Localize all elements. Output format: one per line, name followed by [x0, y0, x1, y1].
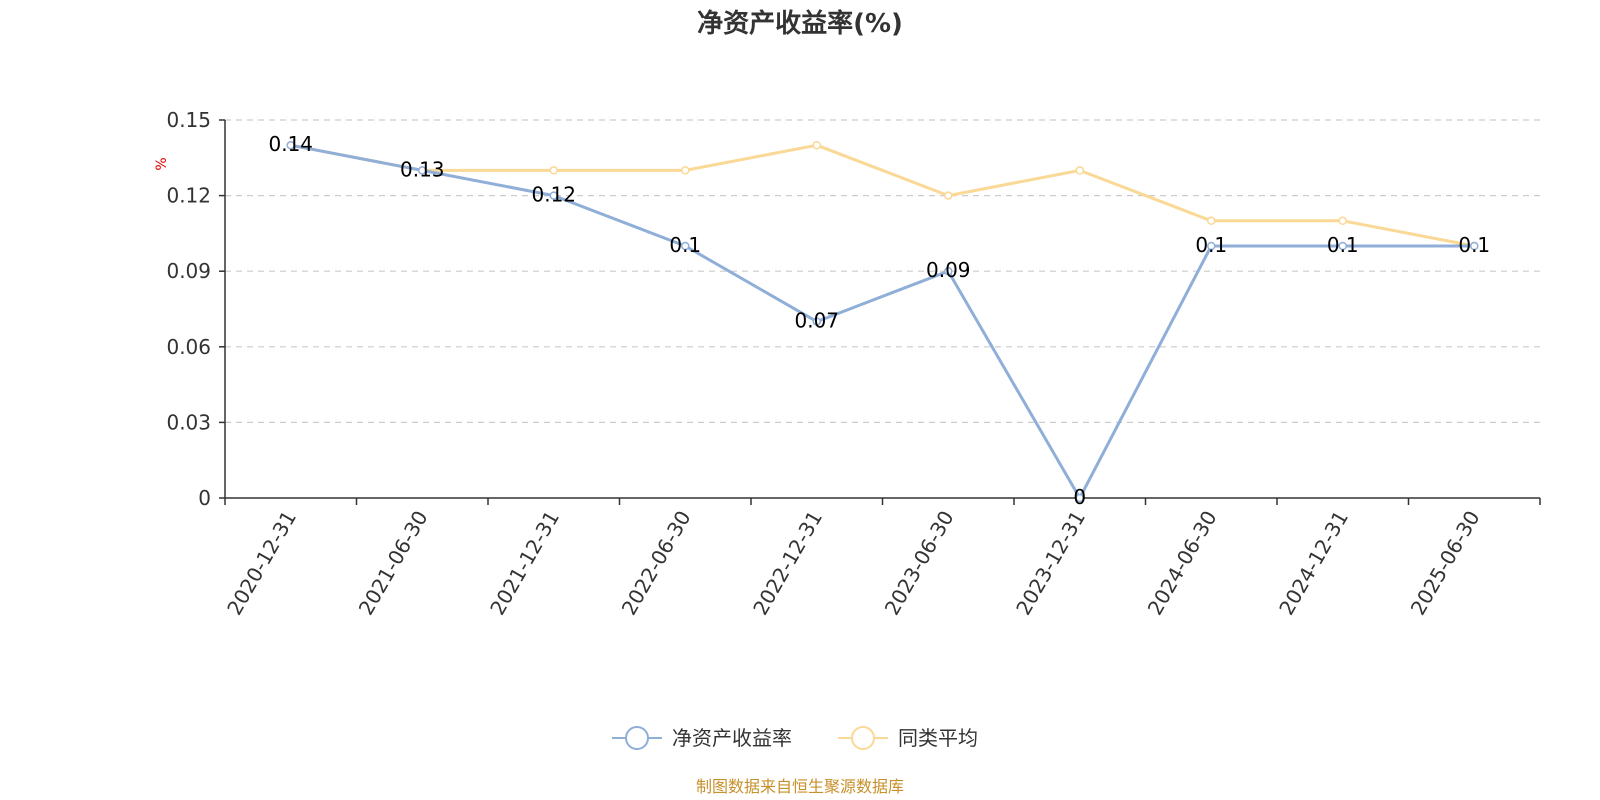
- series-0-point[interactable]: [1075, 493, 1084, 503]
- x-tick-label: 2025-06-30: [1406, 507, 1485, 620]
- x-tick-label: 2020-12-31: [222, 507, 301, 620]
- y-tick-label: 0.09: [166, 259, 211, 283]
- series-1-point[interactable]: [944, 191, 953, 200]
- series-0-point[interactable]: [944, 266, 953, 276]
- x-tick-label: 2024-06-30: [1143, 507, 1222, 620]
- series-0-point[interactable]: [812, 317, 821, 326]
- legend-marker: [851, 726, 875, 750]
- x-tick-label: 2024-12-31: [1274, 507, 1353, 620]
- data-label: 0.1: [1458, 233, 1490, 257]
- series-0-point[interactable]: [1207, 241, 1216, 251]
- series-0-point[interactable]: [286, 140, 295, 150]
- series-0-point[interactable]: [681, 241, 690, 251]
- series-1-point[interactable]: [1338, 216, 1347, 226]
- y-tick-label: 0.03: [166, 410, 211, 434]
- data-label: 0.14: [268, 132, 313, 156]
- series-0-point[interactable]: [549, 191, 558, 200]
- y-axis-unit: %: [154, 157, 170, 170]
- series-0-point[interactable]: [418, 166, 427, 175]
- x-tick-label: 2021-06-30: [354, 507, 433, 620]
- legend-marker: [625, 726, 649, 750]
- chart-title: 净资产收益率(%): [697, 8, 903, 39]
- series-line-0: [290, 143, 1475, 500]
- data-source-note: 制图数据来自恒生聚源数据库: [696, 777, 904, 796]
- legend-item-0[interactable]: 净资产收益率: [612, 726, 792, 750]
- x-tick-label: 2021-12-31: [485, 507, 564, 620]
- y-tick-label: 0.15: [166, 108, 211, 132]
- y-tick-label: 0.06: [166, 335, 211, 359]
- x-tick-label: 2023-06-30: [880, 507, 959, 620]
- series-group: [286, 140, 1479, 503]
- data-label: 0.07: [794, 309, 839, 333]
- series-0-point[interactable]: [1470, 241, 1479, 251]
- axes: 0 0.03 0.06 0.09 0.12 0.15 2020-12-31 2021-06-3…: [166, 108, 1541, 620]
- data-label: 0.1: [1195, 233, 1227, 257]
- data-label: 0.1: [669, 233, 701, 257]
- series-line-1: [290, 143, 1475, 248]
- legend[interactable]: 净资产收益率 同类平均: [612, 726, 978, 750]
- data-label: 0.13: [400, 157, 445, 181]
- series-1-point[interactable]: [1207, 216, 1216, 226]
- data-label: 0.12: [531, 183, 576, 207]
- series-1-point[interactable]: [812, 140, 821, 150]
- series-1-point[interactable]: [1075, 166, 1084, 175]
- series-0-point[interactable]: [1338, 241, 1347, 251]
- legend-label: 同类平均: [898, 726, 978, 750]
- legend-item-1[interactable]: 同类平均: [838, 726, 978, 750]
- data-label: 0: [1073, 485, 1086, 509]
- data-label: 0.09: [926, 258, 971, 282]
- series-1-point[interactable]: [681, 166, 690, 175]
- legend-label: 净资产收益率: [672, 726, 792, 750]
- x-tick-label: 2022-06-30: [617, 507, 696, 620]
- series-1-point[interactable]: [549, 166, 558, 175]
- x-tick-label: 2022-12-31: [748, 507, 827, 620]
- data-labels: 0.14 0.13 0.12 0.1 0.07 0.09 0 0.1 0.1 0.1: [268, 132, 1490, 509]
- x-tick-label: 2023-12-31: [1011, 507, 1090, 620]
- data-label: 0.1: [1327, 233, 1359, 257]
- y-tick-label: 0.12: [166, 184, 211, 208]
- y-tick-label: 0: [198, 486, 211, 510]
